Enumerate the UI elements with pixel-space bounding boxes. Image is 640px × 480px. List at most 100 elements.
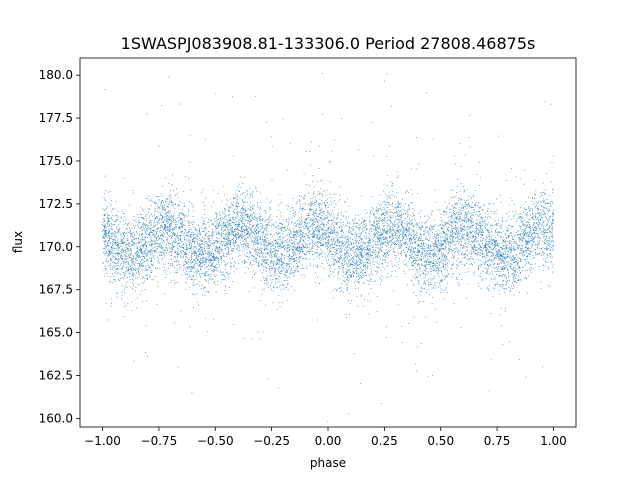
- scatter-point: [122, 213, 124, 215]
- scatter-point: [495, 249, 497, 251]
- scatter-point: [433, 236, 435, 238]
- scatter-point: [137, 237, 139, 239]
- scatter-point: [362, 248, 364, 250]
- scatter-point: [495, 225, 497, 226]
- scatter-point: [346, 247, 347, 249]
- scatter-point: [384, 217, 386, 219]
- scatter-point: [493, 203, 494, 204]
- scatter-point: [430, 230, 432, 232]
- scatter-point: [475, 238, 477, 240]
- scatter-point: [323, 226, 325, 228]
- scatter-point: [116, 227, 118, 229]
- scatter-point: [181, 274, 183, 276]
- scatter-point: [339, 194, 341, 196]
- scatter-point: [408, 209, 410, 210]
- scatter-point: [552, 240, 554, 242]
- scatter-point: [541, 231, 543, 232]
- scatter-point: [398, 263, 399, 265]
- scatter-point: [242, 201, 244, 203]
- scatter-point: [496, 257, 497, 259]
- scatter-point: [159, 218, 160, 220]
- scatter-point: [531, 258, 533, 260]
- scatter-point: [513, 246, 515, 248]
- scatter-point: [171, 236, 173, 237]
- scatter-point: [437, 265, 439, 267]
- scatter-point: [235, 224, 237, 226]
- scatter-point: [331, 258, 333, 260]
- scatter-point: [116, 296, 118, 298]
- scatter-point: [432, 375, 433, 377]
- scatter-point: [519, 238, 521, 240]
- scatter-point: [502, 275, 503, 277]
- scatter-point: [260, 215, 262, 217]
- scatter-point: [209, 279, 211, 280]
- scatter-point: [291, 286, 292, 287]
- scatter-point: [490, 238, 492, 240]
- scatter-point: [442, 224, 443, 226]
- scatter-point: [194, 246, 196, 248]
- scatter-point: [526, 232, 528, 234]
- scatter-point: [452, 222, 454, 224]
- scatter-point: [301, 242, 303, 244]
- scatter-point: [488, 249, 490, 251]
- scatter-point: [550, 262, 552, 264]
- scatter-point: [466, 220, 467, 222]
- scatter-point: [390, 228, 391, 230]
- scatter-point: [498, 232, 500, 234]
- scatter-point: [201, 266, 203, 268]
- scatter-point: [193, 222, 195, 224]
- scatter-point: [239, 254, 241, 256]
- scatter-point: [195, 261, 196, 262]
- scatter-point: [525, 215, 527, 216]
- scatter-point: [307, 251, 309, 253]
- scatter-point: [175, 218, 177, 220]
- scatter-point: [375, 226, 376, 227]
- scatter-point: [160, 254, 162, 256]
- scatter-point: [205, 261, 207, 263]
- scatter-point: [311, 202, 313, 204]
- scatter-point: [512, 282, 513, 283]
- scatter-point: [377, 220, 379, 222]
- scatter-point: [335, 234, 337, 236]
- scatter-point: [141, 256, 143, 257]
- scatter-point: [274, 242, 276, 244]
- scatter-point: [164, 250, 166, 251]
- scatter-point: [113, 240, 115, 242]
- scatter-point: [377, 255, 378, 256]
- scatter-point: [159, 243, 161, 244]
- scatter-point: [227, 215, 229, 217]
- scatter-point: [211, 242, 213, 244]
- scatter-point: [253, 273, 255, 275]
- scatter-point: [435, 249, 437, 251]
- scatter-point: [333, 263, 335, 265]
- scatter-point: [133, 225, 135, 226]
- scatter-point: [197, 254, 199, 256]
- scatter-point: [417, 248, 419, 249]
- scatter-point: [315, 264, 317, 266]
- scatter-point: [474, 189, 476, 191]
- scatter-point: [216, 259, 218, 261]
- scatter-point: [284, 249, 285, 250]
- scatter-point: [535, 216, 536, 218]
- scatter-point: [353, 229, 355, 231]
- scatter-point: [437, 246, 439, 247]
- scatter-point: [141, 239, 143, 241]
- scatter-point: [371, 274, 373, 276]
- scatter-point: [133, 216, 135, 217]
- scatter-point: [498, 289, 500, 291]
- scatter-point: [319, 217, 321, 218]
- scatter-point: [515, 175, 517, 177]
- scatter-point: [265, 248, 267, 250]
- scatter-point: [367, 241, 369, 243]
- scatter-point: [332, 250, 334, 252]
- scatter-point: [492, 255, 494, 257]
- scatter-point: [265, 210, 266, 211]
- scatter-point: [139, 256, 141, 258]
- scatter-point: [430, 245, 432, 247]
- scatter-point: [457, 179, 459, 180]
- scatter-point: [509, 265, 511, 267]
- scatter-point: [239, 219, 241, 221]
- scatter-point: [392, 202, 394, 204]
- scatter-point: [464, 225, 466, 227]
- scatter-point: [278, 227, 280, 229]
